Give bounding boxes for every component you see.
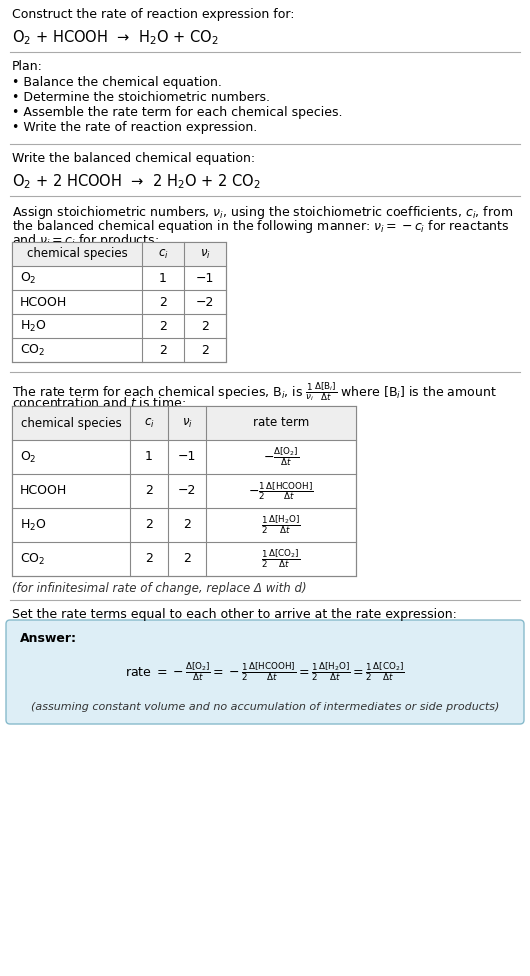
Text: The rate term for each chemical species, B$_i$, is $\frac{1}{\nu_i}\frac{\Delta[: The rate term for each chemical species,…: [12, 380, 497, 403]
Text: 2: 2: [145, 518, 153, 532]
Text: O$_2$: O$_2$: [20, 450, 37, 465]
Text: chemical species: chemical species: [21, 417, 121, 429]
Text: O$_2$ + HCOOH  →  H$_2$O + CO$_2$: O$_2$ + HCOOH → H$_2$O + CO$_2$: [12, 28, 219, 47]
Text: H$_2$O: H$_2$O: [20, 318, 47, 334]
Text: HCOOH: HCOOH: [20, 296, 67, 308]
Text: • Assemble the rate term for each chemical species.: • Assemble the rate term for each chemic…: [12, 106, 342, 119]
Text: concentration and $t$ is time:: concentration and $t$ is time:: [12, 396, 186, 410]
Text: 2: 2: [159, 296, 167, 308]
Text: −1: −1: [196, 271, 214, 284]
Text: $\frac{1}{2}\frac{\Delta[\mathrm{CO_2}]}{\Delta t}$: $\frac{1}{2}\frac{\Delta[\mathrm{CO_2}]}…: [261, 548, 301, 570]
Text: 2: 2: [145, 552, 153, 565]
Text: CO$_2$: CO$_2$: [20, 551, 45, 566]
Text: $\nu_i$: $\nu_i$: [200, 248, 210, 261]
Text: (assuming constant volume and no accumulation of intermediates or side products): (assuming constant volume and no accumul…: [31, 702, 499, 712]
Text: −1: −1: [178, 451, 196, 464]
Text: HCOOH: HCOOH: [20, 484, 67, 498]
Text: O$_2$ + 2 HCOOH  →  2 H$_2$O + 2 CO$_2$: O$_2$ + 2 HCOOH → 2 H$_2$O + 2 CO$_2$: [12, 172, 261, 190]
Text: 2: 2: [183, 552, 191, 565]
Text: $c_i$: $c_i$: [157, 248, 169, 261]
Text: • Write the rate of reaction expression.: • Write the rate of reaction expression.: [12, 121, 257, 134]
Bar: [12, 242, 226, 266]
Text: • Determine the stoichiometric numbers.: • Determine the stoichiometric numbers.: [12, 91, 270, 104]
Text: $-\frac{\Delta[\mathrm{O_2}]}{\Delta t}$: $-\frac{\Delta[\mathrm{O_2}]}{\Delta t}$: [263, 446, 299, 468]
Text: and $\nu_i = c_i$ for products:: and $\nu_i = c_i$ for products:: [12, 232, 159, 249]
Text: chemical species: chemical species: [26, 248, 127, 261]
Text: 2: 2: [159, 319, 167, 333]
Text: (for infinitesimal rate of change, replace Δ with d): (for infinitesimal rate of change, repla…: [12, 582, 307, 595]
FancyBboxPatch shape: [6, 620, 524, 724]
Text: 1: 1: [159, 271, 167, 284]
Text: rate term: rate term: [253, 417, 309, 429]
Text: $-\frac{1}{2}\frac{\Delta[\mathrm{HCOOH}]}{\Delta t}$: $-\frac{1}{2}\frac{\Delta[\mathrm{HCOOH}…: [248, 480, 314, 502]
Text: CO$_2$: CO$_2$: [20, 343, 45, 357]
Text: 1: 1: [145, 451, 153, 464]
Bar: [12, 406, 356, 440]
Text: Plan:: Plan:: [12, 60, 43, 73]
Text: 2: 2: [201, 344, 209, 356]
Text: 2: 2: [145, 484, 153, 498]
Text: Construct the rate of reaction expression for:: Construct the rate of reaction expressio…: [12, 8, 295, 21]
Text: H$_2$O: H$_2$O: [20, 517, 47, 533]
Text: $\frac{1}{2}\frac{\Delta[\mathrm{H_2O}]}{\Delta t}$: $\frac{1}{2}\frac{\Delta[\mathrm{H_2O}]}…: [261, 513, 301, 537]
Text: $c_i$: $c_i$: [144, 417, 154, 429]
Text: 2: 2: [183, 518, 191, 532]
Text: −2: −2: [178, 484, 196, 498]
Text: −2: −2: [196, 296, 214, 308]
Bar: [12, 406, 356, 576]
Text: Write the balanced chemical equation:: Write the balanced chemical equation:: [12, 152, 255, 165]
Text: rate $= -\frac{\Delta[\mathrm{O_2}]}{\Delta t} = -\frac{1}{2}\frac{\Delta[\mathr: rate $= -\frac{\Delta[\mathrm{O_2}]}{\De…: [125, 661, 405, 683]
Bar: [12, 242, 226, 362]
Text: O$_2$: O$_2$: [20, 270, 37, 286]
Text: Answer:: Answer:: [20, 632, 77, 645]
Text: Assign stoichiometric numbers, $\nu_i$, using the stoichiometric coefficients, $: Assign stoichiometric numbers, $\nu_i$, …: [12, 204, 513, 221]
Text: • Balance the chemical equation.: • Balance the chemical equation.: [12, 76, 222, 89]
Text: 2: 2: [159, 344, 167, 356]
Text: $\nu_i$: $\nu_i$: [182, 417, 192, 429]
Text: the balanced chemical equation in the following manner: $\nu_i = -c_i$ for react: the balanced chemical equation in the fo…: [12, 218, 509, 235]
Text: Set the rate terms equal to each other to arrive at the rate expression:: Set the rate terms equal to each other t…: [12, 608, 457, 621]
Text: 2: 2: [201, 319, 209, 333]
